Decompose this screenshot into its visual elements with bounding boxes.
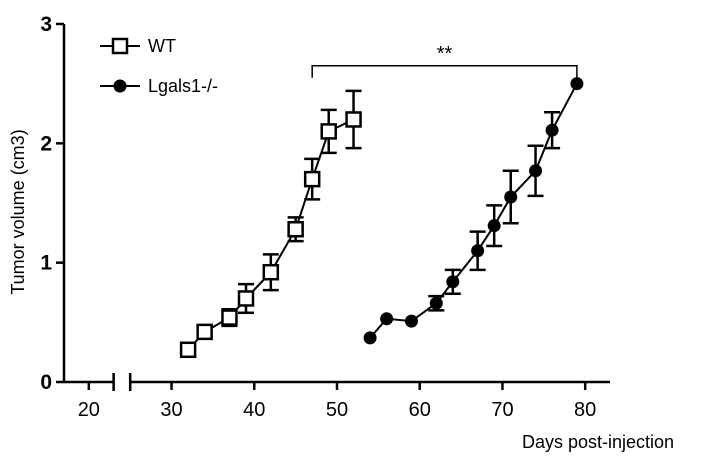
y-tick-label: 2	[40, 132, 52, 155]
legend-label: Lgals1-/-	[148, 76, 218, 96]
data-point	[404, 314, 418, 328]
data-point	[487, 219, 501, 233]
significance-bracket	[311, 65, 578, 78]
data-point	[320, 123, 337, 140]
data-point	[345, 111, 362, 128]
y-tick-label: 1	[40, 252, 52, 275]
x-tick-label: 80	[574, 399, 596, 421]
x-tick-label: 40	[243, 399, 265, 421]
x-axis-title: Days post-injection	[522, 432, 674, 452]
data-point	[504, 190, 518, 204]
series-lgals1-ko	[363, 77, 584, 345]
data-point	[237, 290, 255, 307]
legend-label: WT	[148, 36, 176, 56]
series-line	[369, 83, 578, 339]
series-layer	[179, 77, 584, 359]
x-tick-label: 20	[78, 399, 100, 421]
data-point	[429, 296, 443, 310]
y-tick-label: 0	[40, 371, 52, 394]
data-point	[570, 77, 584, 91]
data-point	[196, 323, 213, 341]
legend-marker	[113, 79, 127, 93]
x-tick-label: 70	[491, 399, 513, 421]
legend-item: Lgals1-/-	[100, 76, 218, 96]
significance-label: **	[437, 43, 453, 65]
data-point	[446, 275, 460, 289]
data-point	[287, 221, 304, 238]
y-axis-title: Tumor volume (cm3)	[8, 129, 28, 294]
axes: 0 1 2 3 20 30 40 50 60 70 80	[40, 13, 610, 421]
x-tick-label: 30	[160, 399, 182, 421]
data-point	[363, 331, 377, 345]
data-point	[545, 123, 559, 137]
significance-annotation: **	[311, 43, 578, 78]
data-point	[471, 244, 485, 258]
y-tick-label: 3	[40, 13, 52, 36]
data-point	[262, 263, 280, 281]
series-wt	[179, 89, 362, 359]
legend: WT Lgals1-/-	[100, 36, 218, 96]
x-tick-label: 60	[409, 399, 431, 421]
x-tick-label: 50	[326, 399, 348, 421]
data-point	[179, 341, 197, 359]
legend-item: WT	[100, 36, 176, 56]
data-point	[529, 164, 543, 178]
data-point	[380, 312, 394, 326]
data-point	[303, 170, 321, 188]
data-point	[221, 309, 238, 326]
legend-marker	[111, 37, 129, 55]
